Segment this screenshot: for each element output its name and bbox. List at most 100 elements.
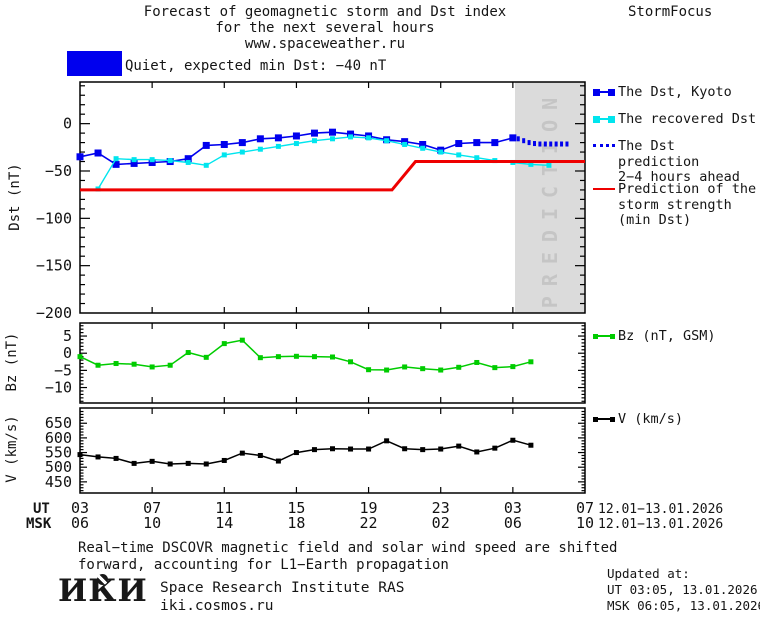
data-point-marker	[149, 157, 155, 163]
data-point-marker	[384, 367, 390, 373]
prediction-dot	[554, 141, 558, 147]
v-y-tick-label: 650	[45, 414, 72, 432]
dst-y-tick-label: −200	[36, 304, 72, 322]
legend-item-recovered-dst: The recovered Dst	[593, 111, 757, 128]
data-point-marker	[311, 138, 317, 144]
data-point-marker	[167, 461, 173, 467]
prediction-zone: PREDICTION	[514, 82, 585, 313]
legend-label: Bz (nT, GSM)	[618, 328, 716, 344]
data-point-marker	[456, 364, 462, 370]
x-tick-label-ut: 19	[360, 499, 378, 517]
data-point-marker	[185, 350, 191, 356]
storm-prediction-marker-icon	[593, 185, 615, 194]
data-point-marker	[274, 134, 282, 142]
data-point-marker	[167, 362, 173, 368]
x-tick-label-ut: 23	[432, 499, 450, 517]
data-point-marker	[348, 134, 354, 140]
data-point-marker	[330, 446, 335, 452]
data-point-marker	[366, 135, 372, 141]
legend-label: V (km/s)	[618, 411, 684, 427]
data-point-marker	[546, 162, 552, 168]
v-marker-icon	[593, 415, 615, 424]
storm-status-text: Quiet, expected min Dst: −40 nT	[125, 58, 387, 74]
data-point-marker	[203, 162, 209, 168]
dst-kyoto-marker-icon	[593, 88, 615, 97]
data-point-marker	[94, 149, 102, 157]
data-point-marker	[348, 446, 354, 452]
data-point-marker	[221, 457, 227, 463]
v-y-tick-label: 600	[45, 429, 72, 447]
legend-label-line2: 2−4 hours ahead	[618, 169, 740, 185]
data-point-marker	[95, 454, 101, 460]
data-point-marker	[131, 460, 137, 466]
x-tick-label-ut: 11	[215, 499, 233, 517]
series-line	[80, 160, 585, 192]
data-point-marker	[528, 359, 534, 365]
data-point-marker	[330, 354, 335, 360]
series-line	[97, 136, 549, 190]
data-point-marker	[402, 364, 408, 370]
data-point-marker	[366, 446, 372, 452]
data-point-marker	[474, 155, 480, 161]
prediction-dot	[565, 141, 569, 147]
data-point-marker	[438, 446, 444, 452]
data-point-marker	[76, 153, 84, 161]
data-point-marker	[509, 134, 517, 142]
updated-at-label: Updated at:	[607, 566, 690, 581]
data-point-marker	[348, 359, 354, 365]
iki-logo-dot-icon	[97, 574, 108, 585]
x-tick-label-msk: 10	[143, 514, 161, 532]
prediction-dot	[516, 136, 520, 142]
data-point-marker	[220, 140, 228, 148]
legend-item-dst-kyoto: The Dst, Kyoto	[593, 84, 732, 101]
x-tick-label-msk: 06	[504, 514, 522, 532]
data-point-marker	[311, 447, 317, 453]
data-point-marker	[347, 130, 355, 138]
bz-y-tick-label: −10	[45, 379, 72, 397]
data-point-marker	[221, 152, 227, 158]
series-line	[79, 339, 532, 371]
data-point-marker	[402, 446, 408, 452]
legend-label-line2: storm strength	[618, 196, 732, 213]
data-point-marker	[330, 136, 335, 142]
bz-frame	[79, 322, 586, 404]
legend-label: The recovered Dst	[618, 111, 757, 127]
prediction-dot	[527, 140, 531, 146]
data-point-marker	[275, 143, 281, 149]
x-tick-label-msk: 02	[432, 514, 450, 532]
v-y-tick-label: 450	[45, 473, 72, 491]
org-site: iki.cosmos.ru	[160, 598, 274, 614]
data-point-marker	[131, 361, 137, 367]
prediction-dot	[549, 141, 553, 147]
x-tick-label-msk: 06	[71, 514, 89, 532]
v-y-tick-label: 550	[45, 444, 72, 462]
data-point-marker	[438, 367, 444, 373]
org-name: Space Research Institute RAS	[160, 580, 405, 596]
data-point-marker	[149, 364, 155, 370]
data-point-marker	[221, 341, 227, 347]
v-frame	[79, 407, 586, 494]
ut-date-range: 12.01−13.01.2026	[598, 502, 724, 517]
data-point-marker	[455, 140, 463, 148]
storm-level-swatch	[67, 51, 122, 76]
data-point-marker	[185, 460, 191, 466]
footnote-line2: forward, accounting for L1−Earth propaga…	[78, 557, 449, 573]
data-point-marker	[112, 160, 120, 168]
recovered-dst-marker-icon	[593, 115, 615, 124]
footnote-line1: Real−time DSCOVR magnetic field and sola…	[78, 540, 618, 556]
data-point-marker	[239, 149, 245, 155]
dst-y-tick-label: −150	[36, 257, 72, 275]
prediction-dot	[522, 138, 526, 144]
data-point-marker	[131, 157, 137, 163]
dst-chart: 0 −50 −100 −150 −200	[36, 81, 586, 322]
x-tick-label-ut: 07	[143, 499, 161, 517]
x-tick-label-ut: 03	[71, 499, 89, 517]
series-v-km-s	[77, 437, 534, 467]
legend-item-bz: Bz (nT, GSM)	[593, 328, 716, 345]
data-point-marker	[203, 461, 209, 467]
data-point-marker	[293, 141, 299, 147]
x-tick-label-msk: 10	[576, 514, 594, 532]
msk-date-range: 12.01−13.01.2026	[598, 517, 724, 532]
